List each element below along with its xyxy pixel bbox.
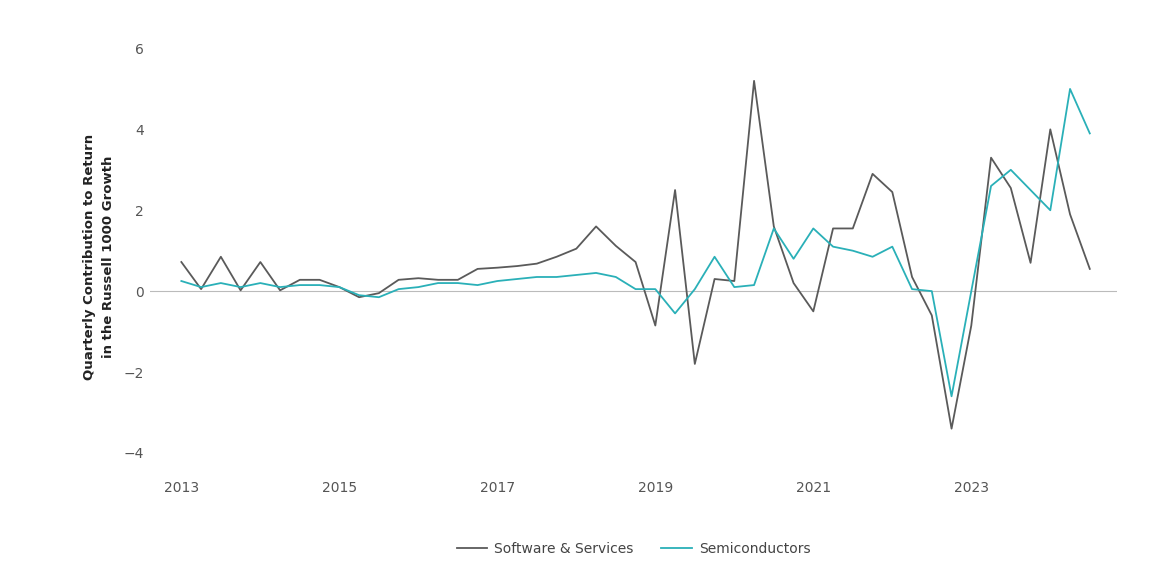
Software & Services — [886, 189, 900, 196]
Semiconductors — [886, 243, 900, 250]
Software & Services — [787, 280, 801, 287]
Software & Services — [353, 294, 366, 301]
Semiconductors — [353, 292, 366, 299]
Software & Services — [649, 322, 662, 329]
Semiconductors — [846, 247, 859, 254]
Software & Services — [431, 276, 445, 283]
Software & Services — [629, 258, 643, 265]
Semiconductors — [450, 280, 464, 287]
Semiconductors — [865, 253, 879, 260]
Software & Services — [530, 260, 544, 267]
Software & Services — [984, 154, 998, 161]
Software & Services — [450, 276, 464, 283]
Software & Services — [214, 253, 228, 260]
Semiconductors — [392, 286, 406, 293]
Semiconductors — [431, 280, 445, 287]
Semiconductors — [905, 286, 919, 293]
Software & Services — [372, 290, 386, 297]
Semiconductors — [471, 282, 485, 288]
Software & Services — [293, 276, 306, 283]
Software & Services — [1083, 265, 1097, 272]
Software & Services — [1063, 211, 1077, 218]
Software & Services — [312, 276, 326, 283]
Semiconductors — [312, 282, 326, 288]
Semiconductors — [1024, 186, 1038, 193]
Semiconductors — [589, 269, 602, 276]
Software & Services — [1044, 126, 1058, 133]
Semiconductors — [629, 286, 643, 293]
Software & Services — [964, 322, 978, 329]
Software & Services — [806, 308, 820, 315]
Software & Services — [727, 278, 741, 284]
Semiconductors — [550, 273, 563, 280]
Software & Services — [392, 276, 406, 283]
Semiconductors — [1063, 85, 1077, 92]
Semiconductors — [491, 278, 505, 284]
Semiconductors — [806, 225, 820, 232]
Software & Services — [767, 223, 781, 230]
Software & Services — [589, 223, 602, 230]
Semiconductors — [530, 273, 544, 280]
Y-axis label: Quarterly Contribution to Return
in the Russell 1000 Growth: Quarterly Contribution to Return in the … — [83, 134, 115, 380]
Semiconductors — [707, 253, 721, 260]
Semiconductors — [174, 278, 188, 284]
Software & Services — [905, 273, 919, 280]
Semiconductors — [609, 273, 623, 280]
Software & Services — [865, 170, 879, 177]
Software & Services — [609, 242, 623, 249]
Semiconductors — [787, 256, 801, 263]
Software & Services — [411, 275, 425, 282]
Legend: Software & Services, Semiconductors: Software & Services, Semiconductors — [452, 536, 816, 561]
Semiconductors — [372, 294, 386, 301]
Semiconductors — [214, 280, 228, 287]
Software & Services — [273, 287, 287, 294]
Semiconductors — [411, 284, 425, 291]
Software & Services — [253, 258, 267, 265]
Semiconductors — [649, 286, 662, 293]
Semiconductors — [273, 284, 287, 291]
Semiconductors — [964, 288, 978, 295]
Software & Services — [491, 264, 505, 271]
Software & Services — [707, 276, 721, 283]
Semiconductors — [727, 284, 741, 291]
Semiconductors — [569, 272, 583, 279]
Semiconductors — [984, 182, 998, 189]
Semiconductors — [253, 280, 267, 287]
Software & Services — [1024, 260, 1038, 267]
Software & Services — [471, 265, 485, 272]
Semiconductors — [1083, 130, 1097, 137]
Line: Software & Services: Software & Services — [181, 81, 1090, 429]
Software & Services — [333, 284, 347, 291]
Semiconductors — [1003, 166, 1017, 173]
Semiconductors — [234, 284, 248, 291]
Semiconductors — [688, 286, 702, 293]
Software & Services — [668, 186, 682, 193]
Software & Services — [234, 287, 248, 294]
Semiconductors — [1044, 207, 1058, 213]
Line: Semiconductors: Semiconductors — [181, 89, 1090, 396]
Software & Services — [550, 253, 563, 260]
Software & Services — [688, 361, 702, 368]
Semiconductors — [668, 310, 682, 317]
Semiconductors — [945, 393, 958, 400]
Semiconductors — [826, 243, 840, 250]
Software & Services — [826, 225, 840, 232]
Semiconductors — [293, 282, 306, 288]
Software & Services — [174, 258, 188, 265]
Semiconductors — [333, 284, 347, 291]
Semiconductors — [195, 284, 209, 291]
Software & Services — [510, 263, 524, 269]
Software & Services — [945, 425, 958, 432]
Software & Services — [569, 245, 583, 252]
Software & Services — [748, 77, 761, 84]
Semiconductors — [748, 282, 761, 288]
Software & Services — [195, 286, 209, 293]
Semiconductors — [925, 288, 939, 295]
Software & Services — [846, 225, 859, 232]
Semiconductors — [767, 225, 781, 232]
Software & Services — [925, 312, 939, 319]
Software & Services — [1003, 185, 1017, 192]
Semiconductors — [510, 276, 524, 283]
